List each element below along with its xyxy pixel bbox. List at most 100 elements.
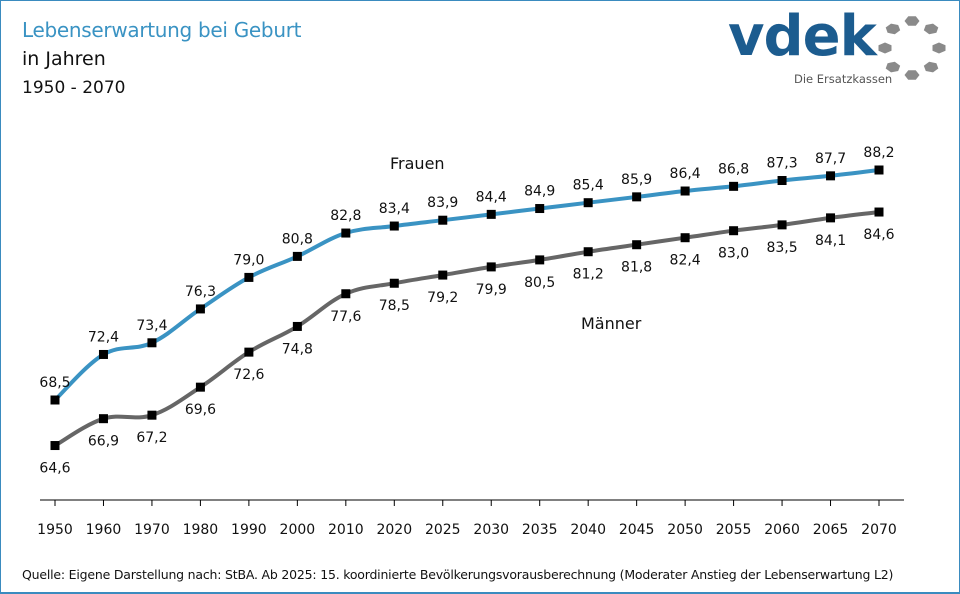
data-point-maenner: [438, 270, 448, 280]
x-tick-label: 2000: [280, 522, 316, 538]
data-point-frauen: [874, 165, 884, 175]
data-label-maenner: 74,8: [282, 341, 313, 357]
data-point-maenner: [147, 410, 157, 420]
data-point-frauen: [777, 176, 787, 186]
data-label-frauen: 72,4: [88, 329, 119, 345]
series-label-maenner: Männer: [581, 314, 642, 333]
x-tick-label: 2045: [619, 522, 655, 538]
data-label-frauen: 80,8: [282, 231, 313, 247]
data-label-maenner: 66,9: [88, 434, 119, 450]
data-label-frauen: 88,2: [863, 145, 894, 161]
x-tick-label: 2035: [522, 522, 558, 538]
data-label-maenner: 81,2: [573, 267, 604, 283]
x-tick-label: 2030: [473, 522, 509, 538]
logo-ring-segment: [904, 70, 920, 80]
data-point-frauen: [195, 304, 205, 314]
logo-ring-segment: [904, 16, 920, 26]
data-point-frauen: [583, 198, 593, 208]
series-line-maenner: [53, 210, 880, 448]
data-point-maenner: [777, 220, 787, 230]
logo-tagline: Die Ersatzkassen: [794, 72, 893, 86]
data-point-maenner: [874, 207, 884, 217]
logo-ring-icon: [878, 16, 946, 80]
source-note: Quelle: Eigene Darstellung nach: StBA. A…: [22, 567, 894, 582]
logo-ring-segment: [923, 61, 939, 73]
data-label-frauen: 85,4: [573, 178, 604, 194]
data-label-maenner: 80,5: [524, 275, 555, 291]
logo-ring-segment: [923, 23, 939, 35]
data-label-maenner: 79,2: [427, 290, 458, 306]
data-label-frauen: 87,3: [766, 156, 797, 172]
vdek-logo: vdek Die Ersatzkassen: [728, 4, 948, 92]
data-point-maenner: [826, 213, 836, 223]
x-axis: 1950 1960 1970 1980 1990 2000 2010 2020 2025 2030…: [37, 499, 904, 538]
data-point-maenner: [486, 262, 496, 272]
x-tick-label: 1970: [134, 522, 170, 538]
x-tick-label: 2050: [667, 522, 703, 538]
data-label-frauen: 87,7: [815, 151, 846, 167]
x-tick-label: 2025: [425, 522, 461, 538]
data-label-maenner: 78,5: [379, 298, 410, 314]
x-tick-label: 2020: [376, 522, 412, 538]
data-label-frauen: 83,9: [427, 195, 458, 211]
data-label-frauen: 84,9: [524, 184, 555, 200]
data-point-frauen: [147, 338, 157, 348]
data-label-maenner: 67,2: [136, 430, 167, 446]
data-label-frauen: 86,8: [718, 161, 749, 177]
data-point-maenner: [341, 289, 351, 299]
x-tick-label: 2010: [328, 522, 364, 538]
data-point-frauen: [680, 186, 690, 196]
chart-subtitle: in Jahren: [22, 48, 106, 70]
data-point-frauen: [535, 204, 545, 214]
data-point-maenner: [244, 347, 254, 357]
data-label-maenner: 72,6: [233, 367, 264, 383]
data-point-maenner: [98, 414, 108, 424]
data-label-maenner: 84,1: [815, 233, 846, 249]
data-point-frauen: [50, 395, 60, 405]
data-point-maenner: [535, 255, 545, 265]
data-point-maenner: [583, 247, 593, 257]
data-label-frauen: 79,0: [233, 252, 264, 268]
series-label-frauen: Frauen: [390, 154, 445, 173]
x-tick-label: 1950: [37, 522, 73, 538]
data-label-maenner: 79,9: [476, 282, 507, 298]
x-tick-label: 2070: [861, 522, 897, 538]
data-point-maenner: [292, 321, 302, 331]
logo-ring-segment: [878, 42, 892, 54]
data-label-maenner: 81,8: [621, 260, 652, 276]
series-lines: [53, 168, 880, 448]
data-point-frauen: [632, 192, 642, 202]
data-point-maenner: [195, 382, 205, 392]
data-label-maenner: 82,4: [670, 253, 701, 269]
data-label-maenner: 83,0: [718, 246, 749, 262]
data-label-frauen: 85,9: [621, 172, 652, 188]
x-tick-label: 2060: [764, 522, 800, 538]
series-line-frauen: [53, 168, 880, 402]
data-point-frauen: [389, 221, 399, 231]
data-point-maenner: [50, 441, 60, 451]
data-label-frauen: 86,4: [670, 166, 701, 182]
data-point-maenner: [632, 240, 642, 250]
data-point-frauen: [486, 209, 496, 219]
x-tick-label: 1960: [86, 522, 122, 538]
data-label-frauen: 82,8: [330, 208, 361, 224]
value-labels: 68,5 72,4 73,4 76,3 79,0 80,8 82,8 83,4 83,9 84,4…: [39, 145, 894, 477]
chart-title: Lebenserwartung bei Geburt: [22, 18, 302, 42]
logo-wordmark: vdek: [728, 4, 877, 69]
data-label-frauen: 76,3: [185, 284, 216, 300]
data-label-maenner: 84,6: [863, 227, 894, 243]
x-tick-label: 2040: [570, 522, 606, 538]
x-tick-label: 2065: [813, 522, 849, 538]
data-label-frauen: 83,4: [379, 201, 410, 217]
data-point-frauen: [292, 251, 302, 261]
x-tick-label: 1990: [231, 522, 267, 538]
data-label-frauen: 73,4: [136, 318, 167, 334]
data-label-maenner: 83,5: [766, 240, 797, 256]
x-tick-label: 1980: [183, 522, 219, 538]
data-point-frauen: [729, 181, 739, 191]
data-label-maenner: 77,6: [330, 309, 361, 325]
data-point-maenner: [680, 233, 690, 243]
data-point-frauen: [826, 171, 836, 181]
data-label-frauen: 84,4: [476, 189, 507, 205]
data-point-frauen: [438, 215, 448, 225]
